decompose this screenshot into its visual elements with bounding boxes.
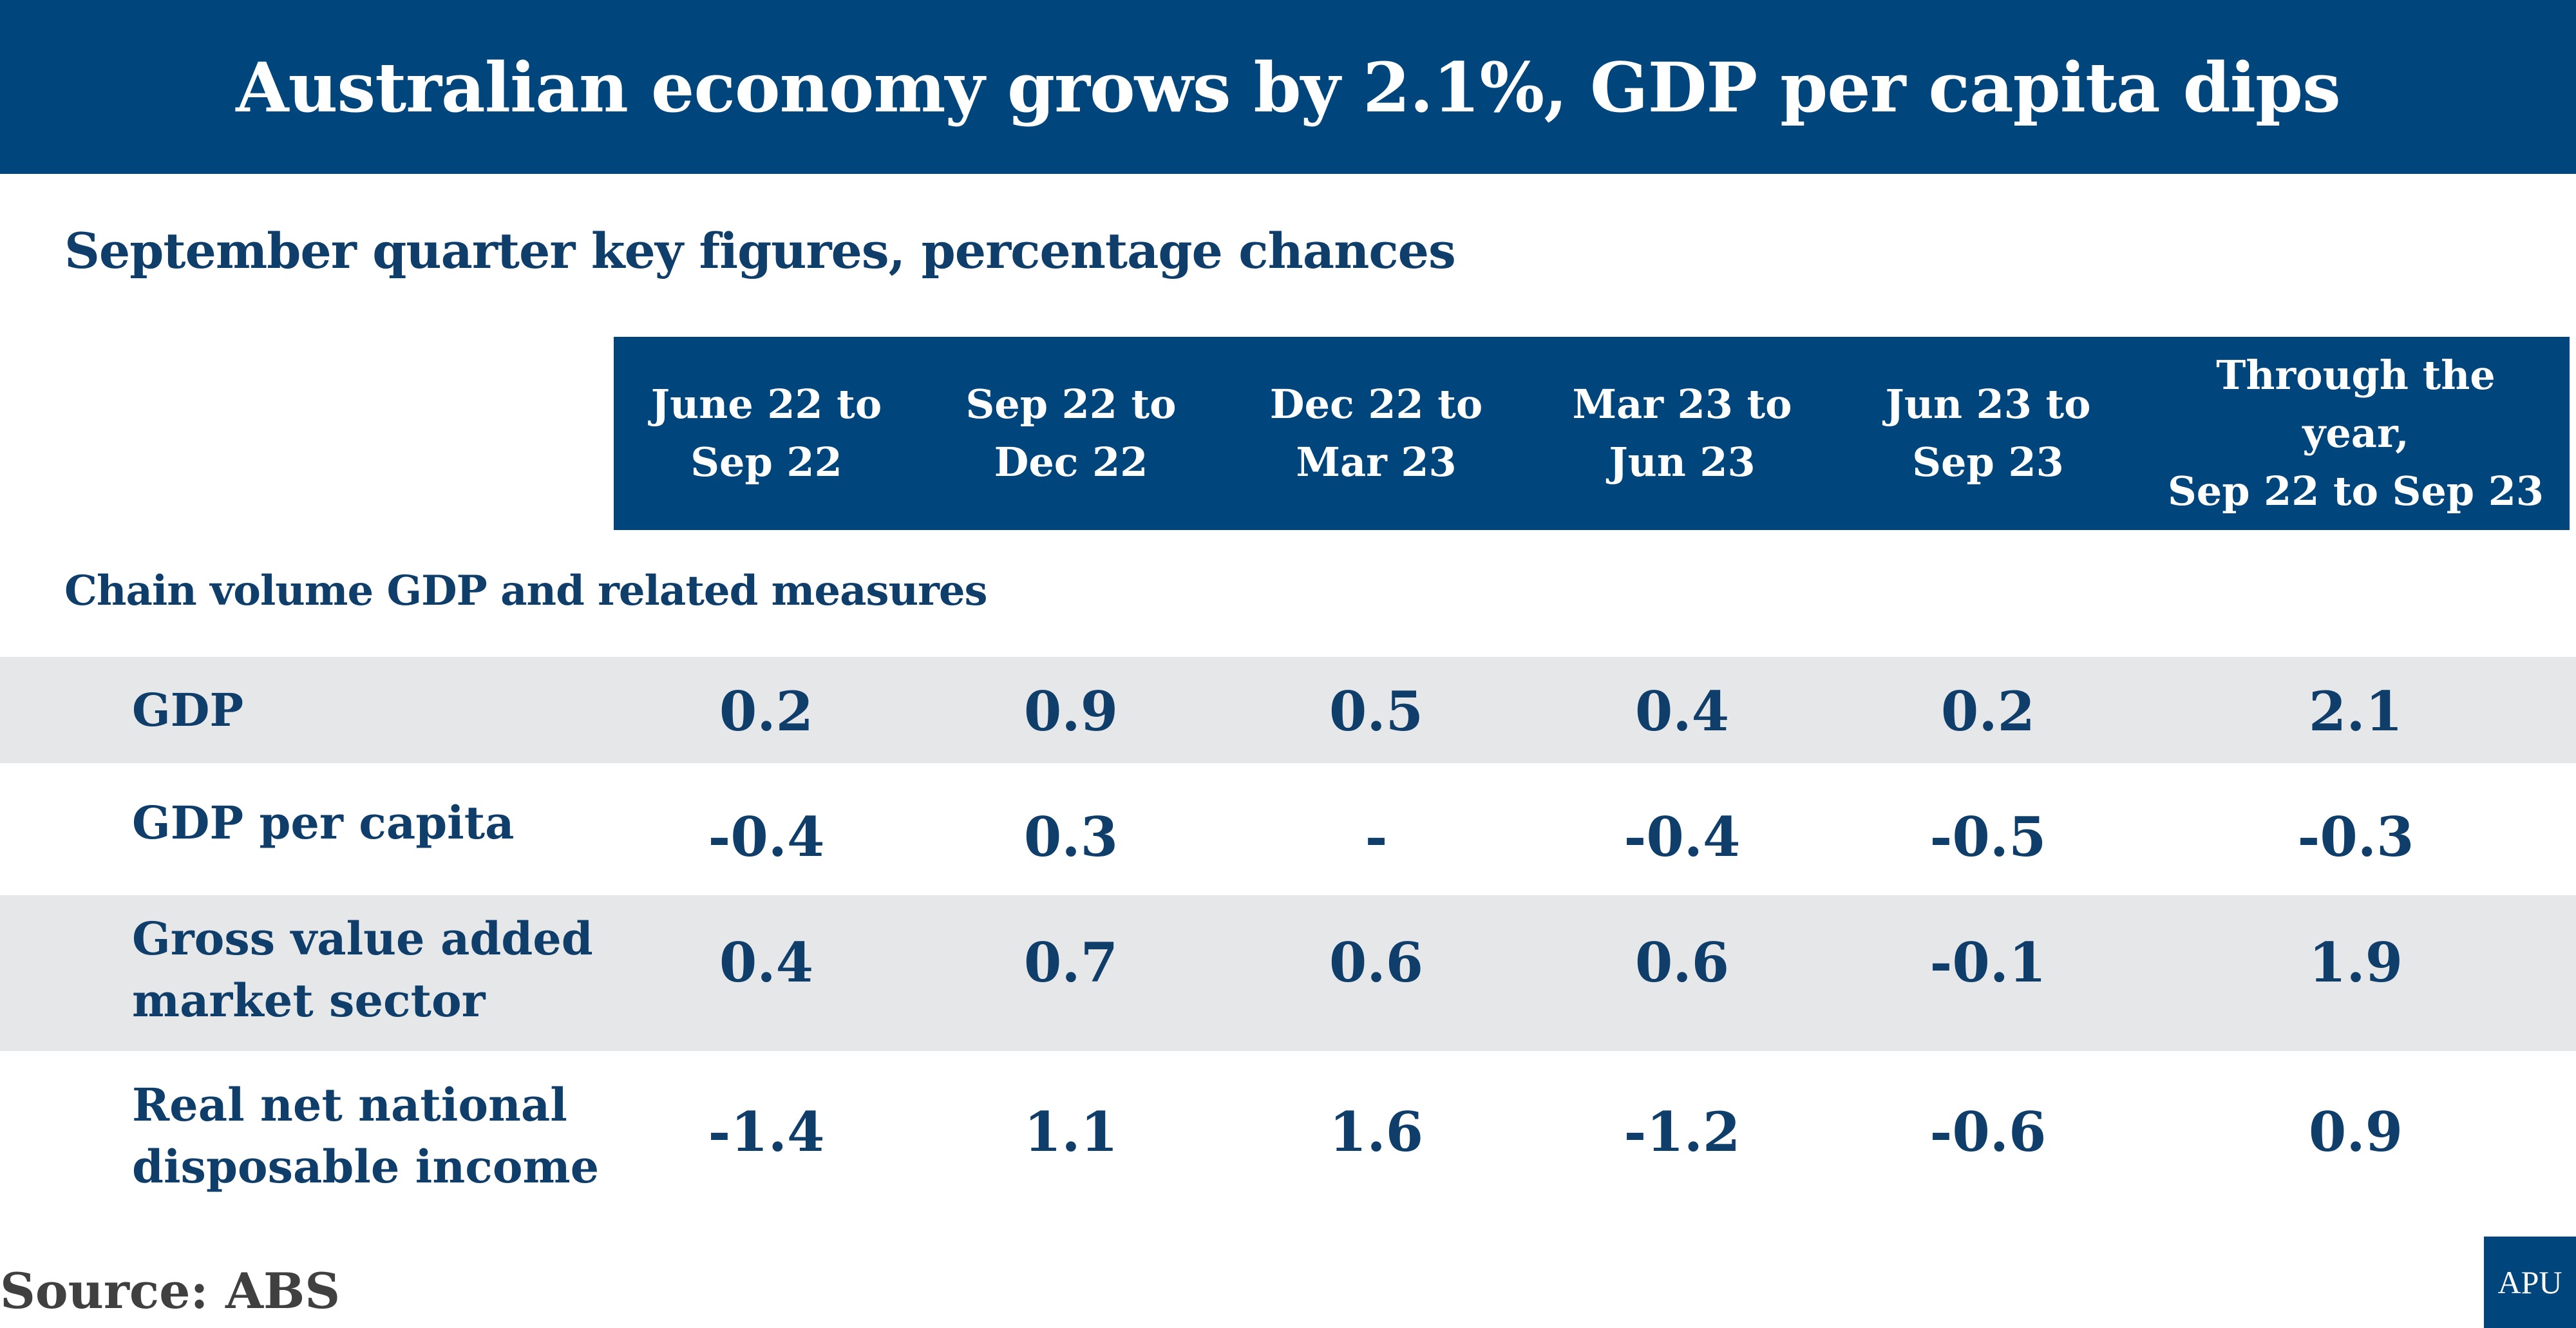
table-cell: 1.9 [2308,931,2403,994]
table-cell: -0.4 [1624,805,1741,869]
table-row [0,657,2576,763]
table-cell: 0.7 [1023,931,1119,994]
table-cell: 0.2 [1940,679,2036,743]
column-header: Jun 23 to Sep 23 [1885,381,2091,486]
table-cell: 0.2 [719,679,814,743]
logo-text: APU [2497,1264,2562,1300]
table-row [0,895,2576,1051]
table-cell: -0.6 [1929,1100,2047,1164]
table-cell: -1.4 [708,1100,825,1164]
table-cell: 1.6 [1329,1100,1424,1164]
table-cell: 0.6 [1329,931,1424,994]
table-cell: -0.5 [1929,805,2047,869]
table-cell: 0.4 [1634,679,1730,743]
apu-logo: APU [2484,1237,2576,1328]
table-cell: 0.5 [1329,679,1424,743]
table-cell: - [1365,805,1388,869]
table-cell: 0.6 [1634,931,1730,994]
table-header-background [614,337,2570,530]
group-label: Chain volume GDP and related measures [64,567,988,615]
column-header: Mar 23 to Jun 23 [1572,381,1792,486]
table-cell: 2.1 [2308,679,2403,743]
table-cell: -1.2 [1624,1100,1741,1164]
page-title: Australian economy grows by 2.1%, GDP pe… [236,46,2341,128]
row-label: Real net national disposable income [132,1078,600,1193]
column-header: Sep 22 to Dec 22 [965,381,1177,486]
row-label: Gross value added market sector [132,912,593,1027]
column-header: June 22 to Sep 22 [650,381,882,486]
table-cell: 1.1 [1023,1100,1119,1164]
table-cell: 0.9 [2308,1100,2403,1164]
row-label: GDP per capita [132,796,515,849]
table-cell: -0.4 [708,805,825,869]
table-cell: -0.1 [1929,931,2047,994]
subtitle: September quarter key figures, percentag… [64,222,1456,280]
table-cell: 0.9 [1023,679,1119,743]
column-header: Dec 22 to Mar 23 [1269,381,1483,486]
table-cell: 0.4 [719,931,814,994]
title-banner: Australian economy grows by 2.1%, GDP pe… [0,0,2576,174]
column-header: Through the year, Sep 22 to Sep 23 [2167,352,2544,515]
table-cell: -0.3 [2297,805,2414,869]
row-label: GDP [132,683,244,737]
table-cell: 0.3 [1023,805,1119,869]
source-note: Source: ABS [0,1262,341,1320]
